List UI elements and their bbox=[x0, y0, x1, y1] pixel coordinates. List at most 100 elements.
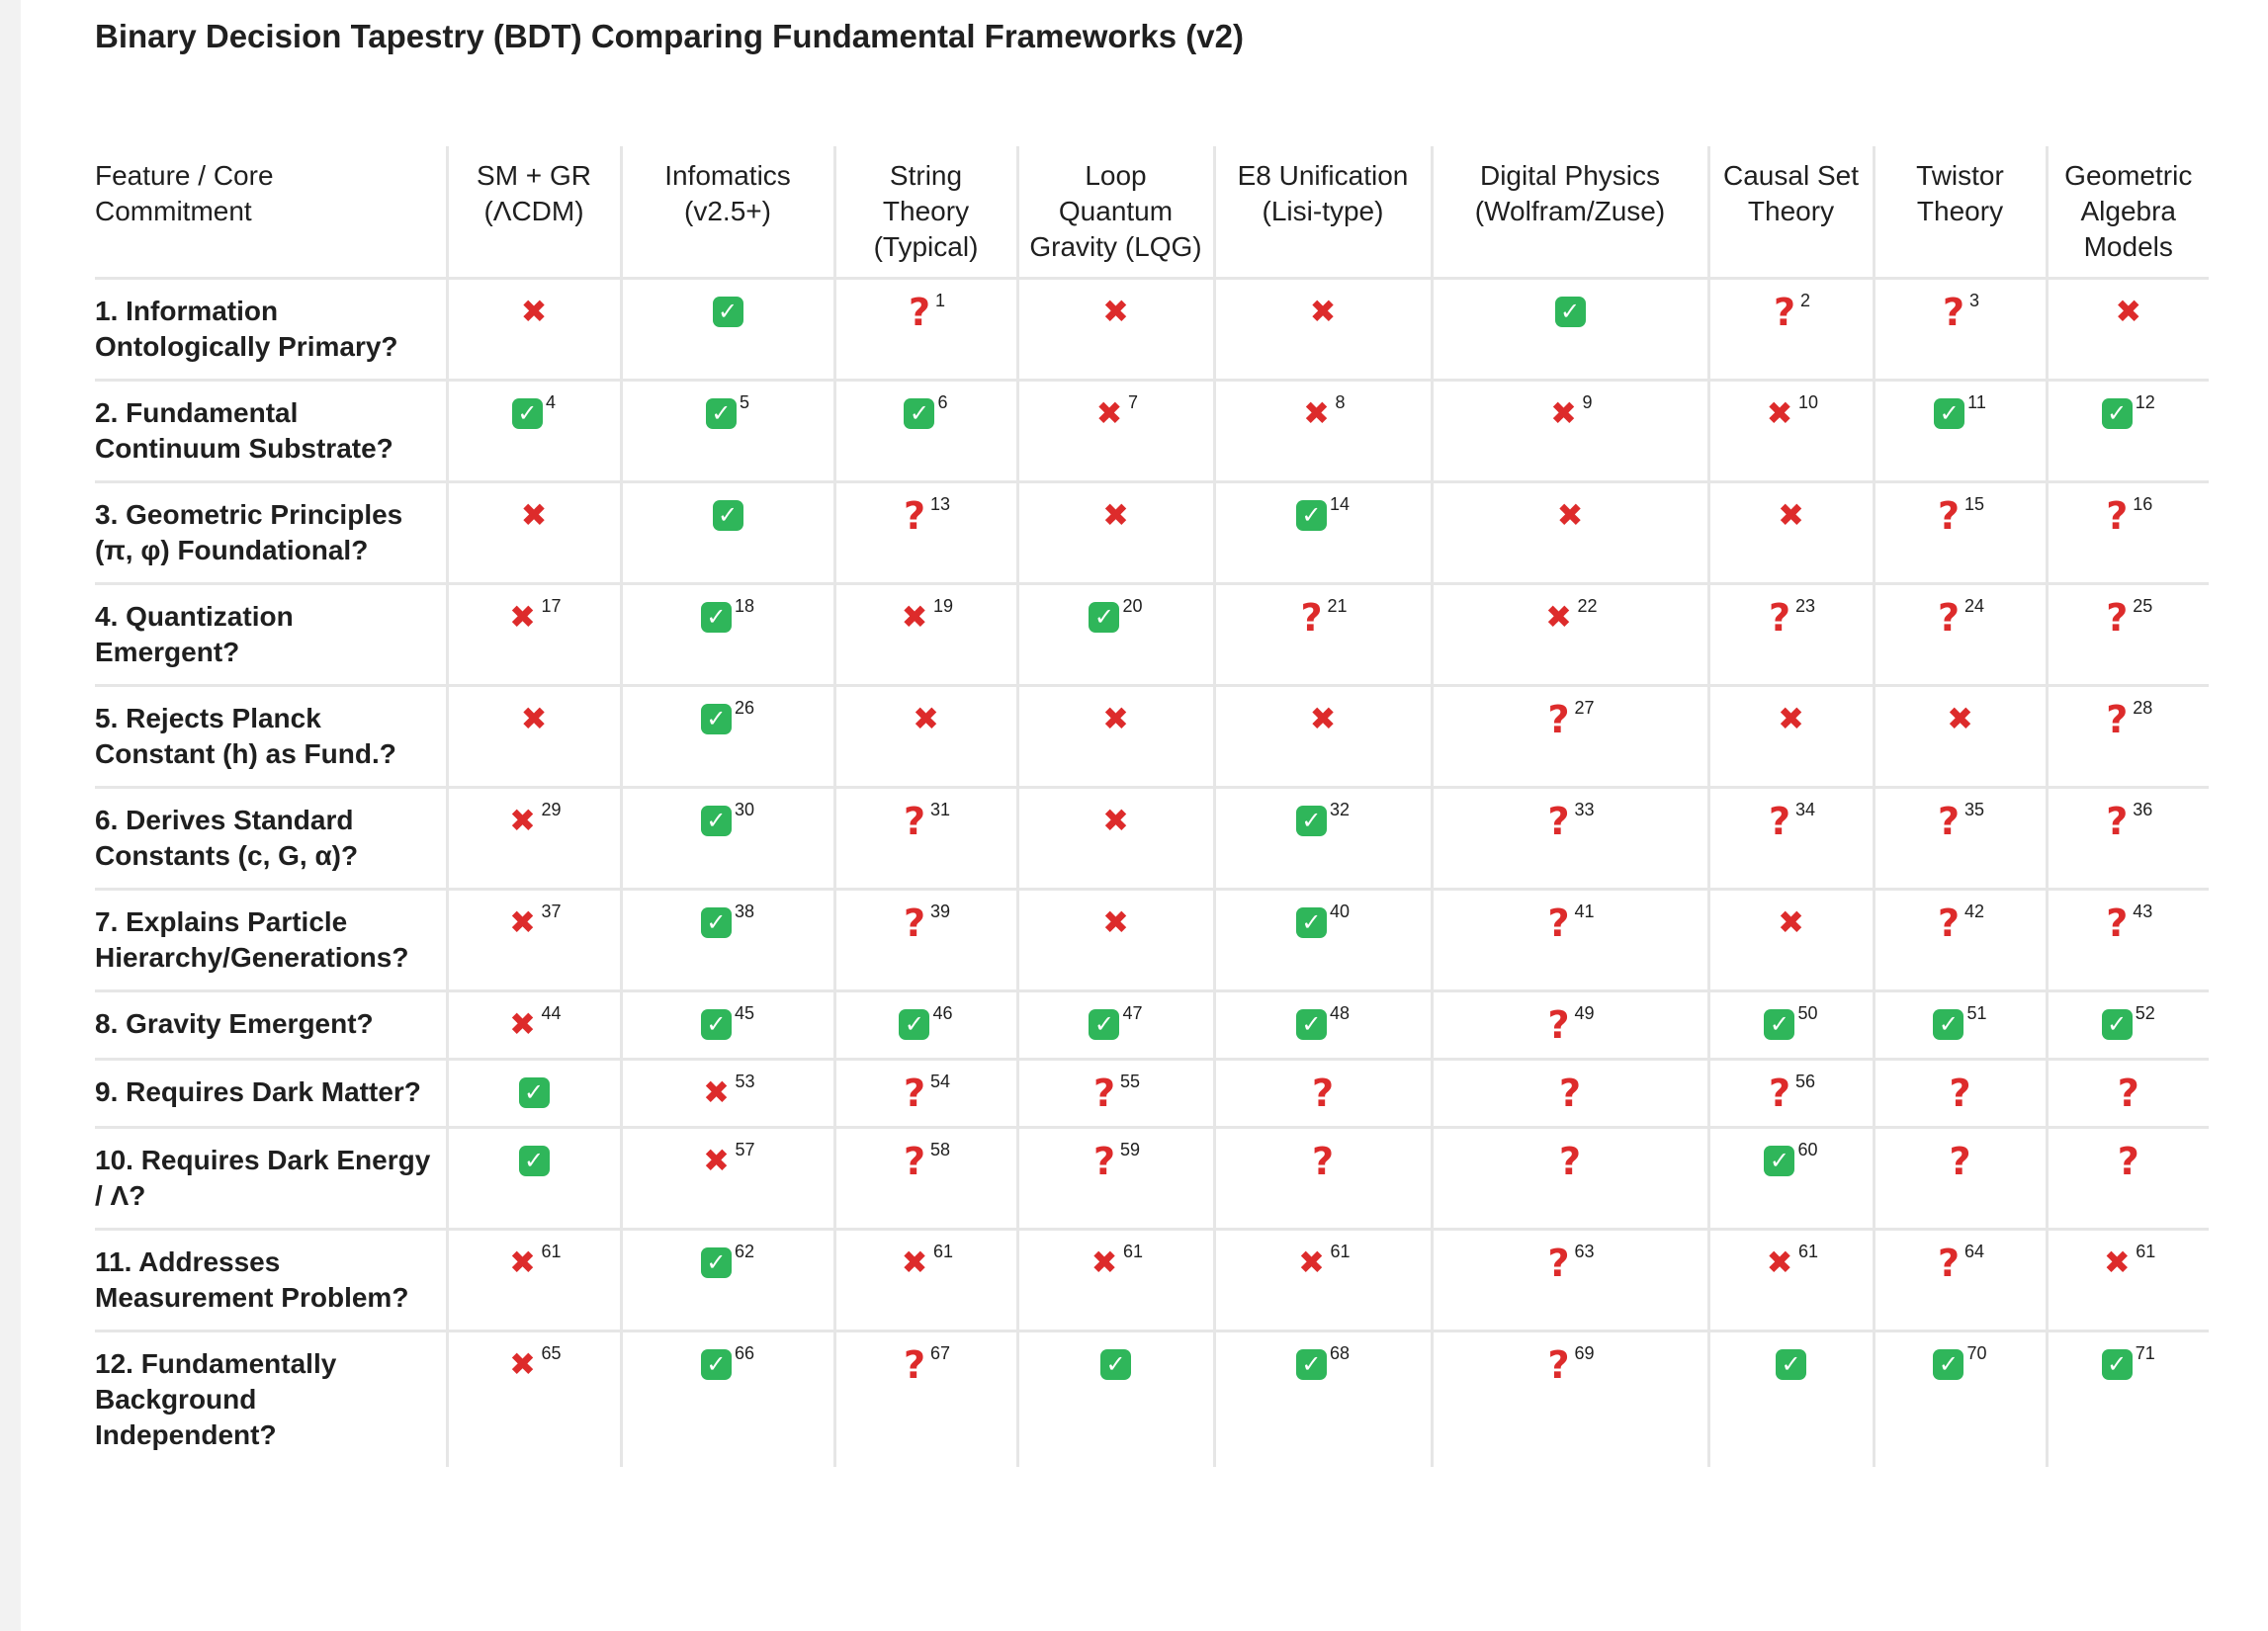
cell-mark: ✖ bbox=[911, 701, 942, 736]
cell-mark: ? bbox=[1310, 1074, 1336, 1112]
table-cell: ✖ 9 bbox=[1430, 380, 1708, 483]
table-cell: ✓ 32 bbox=[1212, 787, 1432, 891]
table-cell: ✖ bbox=[832, 685, 1017, 789]
question-icon: ? bbox=[903, 1343, 925, 1387]
cross-icon: ✖ bbox=[1298, 1244, 1325, 1281]
feature-label: 10. Requires Dark Energy / Λ? bbox=[95, 1127, 447, 1231]
cell-mark: ? 3 bbox=[1941, 291, 1979, 331]
footnote-number: 28 bbox=[2133, 698, 2153, 718]
question-icon: ? bbox=[903, 1140, 925, 1183]
table-cell: ? 58 bbox=[832, 1127, 1017, 1231]
table-cell: ✖ bbox=[1015, 787, 1214, 891]
feature-label: 9. Requires Dark Matter? bbox=[95, 1059, 447, 1129]
question-icon: ? bbox=[2106, 494, 2129, 538]
column-header-string-theory: String Theory (Typical) bbox=[832, 146, 1017, 280]
cell-mark: ✖ bbox=[1100, 701, 1132, 736]
table-cell: ✖ 17 bbox=[445, 583, 621, 687]
cross-icon: ✖ bbox=[509, 598, 536, 636]
cell-mark: ✖ bbox=[1776, 497, 1807, 533]
question-icon: ? bbox=[1547, 800, 1570, 843]
table-cell: ✓ 71 bbox=[2045, 1331, 2209, 1467]
table-cell: ✖ 53 bbox=[619, 1059, 834, 1129]
table-cell: ✖ bbox=[2045, 278, 2209, 382]
footnote-number: 31 bbox=[929, 800, 951, 819]
table-cell: ✖ bbox=[1706, 889, 1874, 992]
table-cell: ✓ 45 bbox=[619, 990, 834, 1061]
cell-mark: ? bbox=[2116, 1074, 2141, 1112]
cell-mark: ✖ 29 bbox=[506, 801, 561, 838]
table-cell: ? 55 bbox=[1015, 1059, 1214, 1129]
table-cell: ? 56 bbox=[1706, 1059, 1874, 1129]
footnote-number: 71 bbox=[2135, 1343, 2155, 1363]
footnote-number: 42 bbox=[1963, 901, 1985, 921]
cell-mark: ? 33 bbox=[1545, 800, 1594, 843]
feature-label: 3. Geometric Principles (π, φ) Foundatio… bbox=[95, 481, 447, 585]
cross-icon: ✖ bbox=[520, 700, 548, 737]
question-icon: ? bbox=[1768, 800, 1790, 843]
cell-mark: ✖ 61 bbox=[1295, 1243, 1350, 1281]
question-icon: ? bbox=[1937, 596, 1960, 640]
check-icon: ✓ bbox=[1089, 1009, 1120, 1040]
check-icon: ✓ bbox=[700, 907, 732, 938]
cell-mark: ? bbox=[1310, 1143, 1336, 1180]
question-icon: ? bbox=[2106, 901, 2129, 945]
check-icon: ✓ bbox=[700, 1349, 732, 1380]
column-header-causal-set: Causal Set Theory bbox=[1706, 146, 1874, 280]
table-cell: ✖ bbox=[445, 278, 621, 382]
question-icon: ? bbox=[1937, 494, 1960, 538]
table-cell: ✖ 61 bbox=[2045, 1229, 2209, 1332]
cell-mark: ✖ 19 bbox=[899, 597, 953, 635]
footnote-number: 5 bbox=[739, 392, 749, 412]
footnote-number: 3 bbox=[1968, 291, 1979, 310]
table-cell: ✖ bbox=[1015, 889, 1214, 992]
question-icon: ? bbox=[1937, 1242, 1960, 1285]
table-cell: ✓ 12 bbox=[2045, 380, 2209, 483]
table-cell: ? 16 bbox=[2045, 481, 2209, 585]
table-row: 9. Requires Dark Matter? ✓ ✖ 53? 54? 55??? 56?… bbox=[95, 1059, 2209, 1129]
check-icon: ✓ bbox=[700, 1247, 732, 1278]
footnote-number: 61 bbox=[1797, 1242, 1819, 1261]
table-cell: ✓ 52 bbox=[2045, 990, 2209, 1061]
footnote-number: 68 bbox=[1329, 1343, 1351, 1363]
cell-mark: ? 25 bbox=[2104, 597, 2152, 637]
cell-mark: ✖ bbox=[1776, 904, 1807, 940]
question-icon: ? bbox=[1773, 291, 1795, 334]
cell-mark: ✓ 11 bbox=[1934, 393, 1986, 431]
table-cell: ? 28 bbox=[2045, 685, 2209, 789]
table-row: 1. Information Ontologically Primary? ✖ ✓?… bbox=[95, 278, 2209, 382]
question-icon: ? bbox=[1768, 1072, 1790, 1115]
cell-mark: ✓ bbox=[1776, 1346, 1806, 1382]
question-icon: ? bbox=[1558, 1072, 1582, 1115]
check-icon: ✓ bbox=[1933, 1349, 1964, 1380]
footnote-number: 6 bbox=[937, 392, 948, 412]
feature-label: 8. Gravity Emergent? bbox=[95, 990, 447, 1061]
cross-icon: ✖ bbox=[1545, 598, 1572, 636]
cross-icon: ✖ bbox=[1778, 903, 1804, 941]
table-cell: ✖ bbox=[1015, 278, 1214, 382]
cell-mark: ✖ bbox=[518, 701, 550, 736]
cell-mark: ? bbox=[1557, 1074, 1583, 1112]
table-cell: ✓ 6 bbox=[832, 380, 1017, 483]
cell-mark: ? bbox=[1948, 1074, 1973, 1112]
footnote-number: 9 bbox=[1582, 392, 1593, 412]
table-cell: ✓ 60 bbox=[1706, 1127, 1874, 1231]
table-cell: ? 64 bbox=[1872, 1229, 2047, 1332]
footnote-number: 60 bbox=[1797, 1140, 1818, 1159]
table-cell: ✖ 8 bbox=[1212, 380, 1432, 483]
table-cell: ✓ 70 bbox=[1872, 1331, 2047, 1467]
footnote-number: 4 bbox=[545, 392, 556, 412]
check-icon: ✓ bbox=[904, 398, 935, 429]
feature-label: 6. Derives Standard Constants (c, G, α)? bbox=[95, 787, 447, 891]
table-cell: ? bbox=[2045, 1059, 2209, 1129]
footnote-number: 46 bbox=[932, 1003, 953, 1023]
cross-icon: ✖ bbox=[1556, 496, 1584, 534]
table-cell: ? 35 bbox=[1872, 787, 2047, 891]
table-cell: ✖ 57 bbox=[619, 1127, 834, 1231]
question-icon: ? bbox=[1558, 1140, 1582, 1183]
table-cell: ✖ 61 bbox=[445, 1229, 621, 1332]
footnote-number: 43 bbox=[2133, 901, 2153, 921]
comparison-table: Feature / Core Commitment SM + GR (ΛCDM)… bbox=[95, 146, 2209, 1467]
cell-mark: ✓ 70 bbox=[1933, 1344, 1987, 1382]
cell-mark: ? bbox=[1948, 1143, 1973, 1180]
footnote-number: 61 bbox=[2136, 1242, 2156, 1261]
